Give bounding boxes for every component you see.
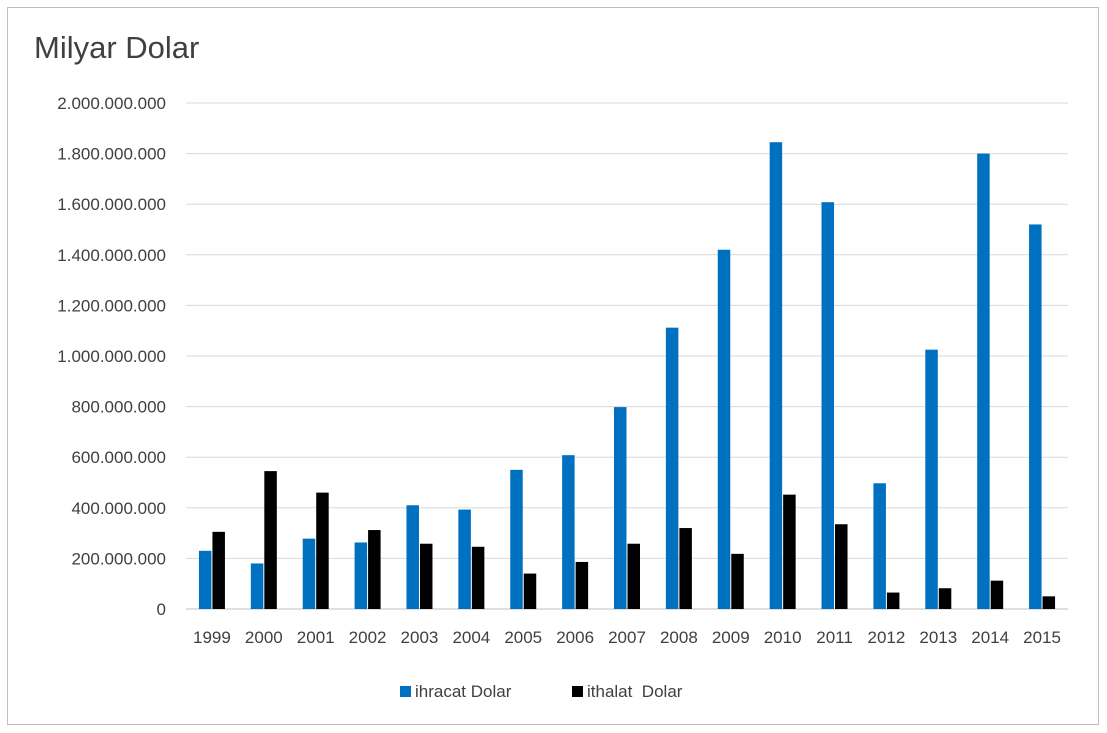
legend-label: ithalat Dolar	[587, 682, 683, 701]
x-tick-label: 2009	[712, 628, 750, 647]
bar-ithalat	[523, 573, 537, 609]
bars	[198, 142, 1056, 610]
bar-ithalat	[368, 530, 381, 609]
y-tick-label: 0	[157, 600, 166, 619]
x-tick-label: 2004	[452, 628, 490, 647]
y-tick-label: 2.000.000.000	[57, 94, 166, 113]
y-tick-label: 1.600.000.000	[57, 195, 166, 214]
x-tick-label: 1999	[193, 628, 231, 647]
bar-ihracat	[562, 455, 575, 609]
legend-swatch	[572, 686, 583, 697]
x-tick-label: 2002	[349, 628, 387, 647]
y-tick-label: 1.400.000.000	[57, 246, 166, 265]
chart-frame	[7, 7, 1099, 725]
y-axis-ticks: 0 200.000.000 400.000.000 600.000.000 800.00…	[57, 94, 166, 619]
bar-ithalat	[835, 524, 848, 609]
bar-ithalat	[886, 592, 900, 609]
legend-label: ihracat Dolar	[415, 682, 512, 701]
bar-ithalat	[316, 492, 329, 609]
x-tick-label: 2010	[764, 628, 802, 647]
y-tick-label: 400.000.000	[71, 499, 166, 518]
bar-ithalat	[575, 561, 589, 609]
bar-ithalat	[212, 531, 225, 609]
x-tick-label: 2001	[297, 628, 335, 647]
bar-ithalat	[264, 471, 277, 609]
x-tick-label: 2011	[816, 628, 853, 647]
bar-ihracat	[354, 542, 368, 609]
bar-ihracat	[821, 202, 835, 609]
bar-ihracat	[406, 505, 419, 609]
bar-ithalat	[938, 588, 952, 609]
x-tick-label: 2005	[504, 628, 542, 647]
x-tick-label: 2000	[245, 628, 283, 647]
bar-ihracat	[977, 153, 990, 609]
x-tick-label: 2015	[1023, 628, 1061, 647]
x-tick-label: 2006	[556, 628, 594, 647]
bar-ihracat	[1029, 224, 1042, 609]
y-tick-label: 800.000.000	[71, 398, 166, 417]
x-tick-label: 2014	[971, 628, 1009, 647]
bar-ihracat	[665, 327, 679, 609]
y-tick-label: 1.000.000.000	[57, 347, 166, 366]
bar-ithalat	[419, 543, 433, 609]
bar-ithalat	[783, 494, 796, 609]
y-tick-label: 600.000.000	[71, 448, 166, 467]
bar-ithalat	[1042, 596, 1056, 609]
bar-ithalat	[679, 528, 692, 609]
x-axis-ticks: 1999 2000 2001 2002 2003 2004 2005 2006 2007 2008…	[193, 628, 1061, 647]
bar-ihracat	[510, 469, 523, 609]
x-tick-label: 2013	[919, 628, 957, 647]
bar-ihracat	[873, 483, 886, 609]
legend-swatch	[400, 686, 411, 697]
bar-ihracat	[302, 538, 316, 609]
bar-ihracat	[614, 407, 627, 609]
bar-ihracat	[250, 563, 264, 609]
legend: ihracat Dolar ithalat Dolar	[400, 682, 683, 701]
bar-ithalat	[990, 580, 1004, 609]
y-tick-label: 1.800.000.000	[57, 145, 166, 164]
x-tick-label: 2003	[401, 628, 439, 647]
bar-ithalat	[627, 543, 640, 609]
bar-ihracat	[717, 249, 731, 610]
y-tick-label: 200.000.000	[71, 549, 166, 568]
x-tick-label: 2008	[660, 628, 698, 647]
x-tick-label: 2012	[867, 628, 905, 647]
gridlines	[186, 102, 1068, 610]
bar-ithalat	[471, 546, 485, 609]
x-tick-label: 2007	[608, 628, 646, 647]
chart-title: Milyar Dolar	[34, 30, 200, 65]
bar-ihracat	[769, 142, 783, 609]
bar-ihracat	[458, 509, 471, 609]
bar-ihracat	[198, 550, 212, 609]
bar-ithalat	[731, 553, 744, 609]
bar-ihracat	[925, 349, 938, 609]
y-tick-label: 1.200.000.000	[57, 296, 166, 315]
